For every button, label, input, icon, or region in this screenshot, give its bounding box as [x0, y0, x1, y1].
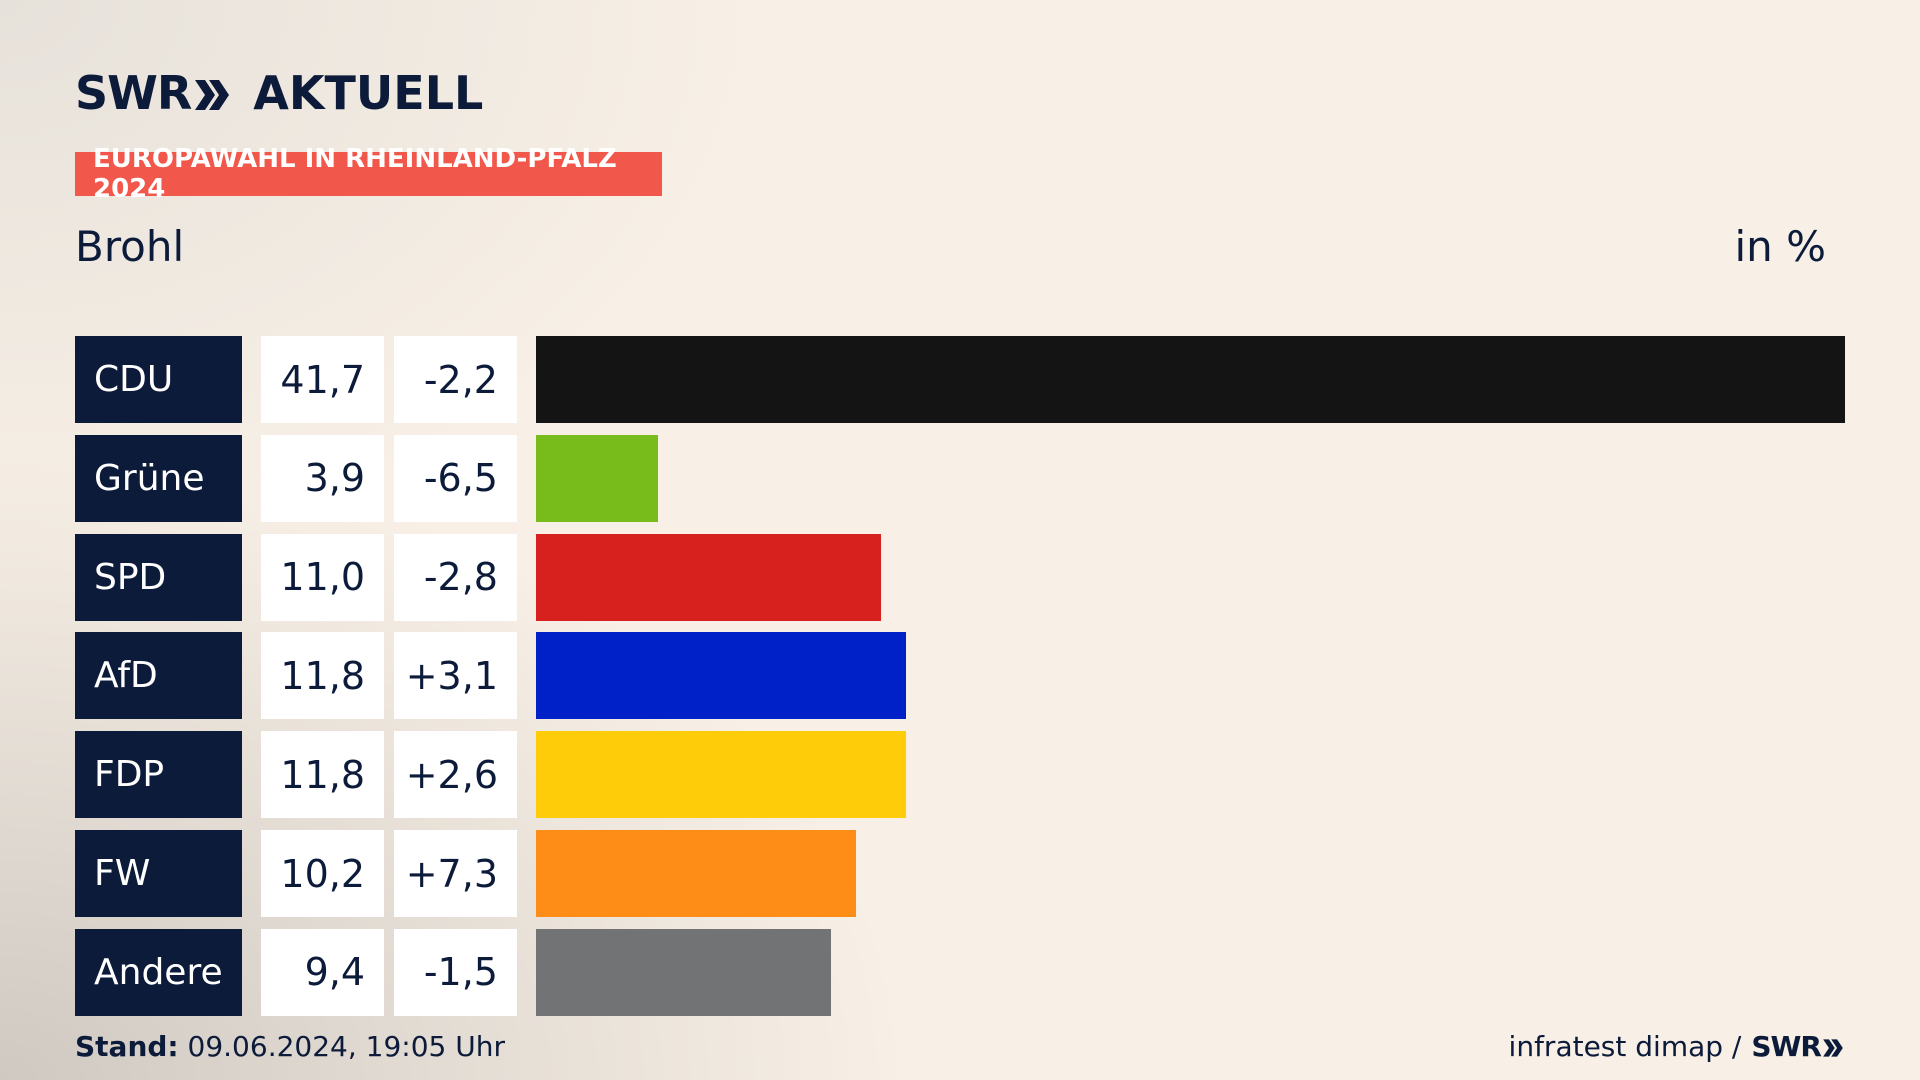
party-bar	[536, 830, 857, 917]
party-label: SPD	[75, 533, 242, 621]
party-bar	[536, 928, 832, 1016]
election-badge: EUROPAWAHL IN RHEINLAND-PFALZ 2024	[75, 144, 662, 204]
party-value: 3,9	[261, 434, 384, 522]
party-change: +2,6	[394, 731, 517, 819]
swr-small-logo-text: SWR	[1751, 1030, 1822, 1063]
party-row: CDU 41,7 -2,2	[75, 336, 1845, 423]
party-label: Andere	[75, 928, 242, 1016]
party-label: AfD	[75, 632, 242, 720]
party-row: FW 10,2 +7,3	[75, 830, 1845, 917]
party-label: CDU	[75, 336, 242, 423]
double-chevron-icon	[1823, 1039, 1843, 1057]
party-row: Andere 9,4 -1,5	[75, 928, 1845, 1016]
party-bar	[536, 731, 907, 819]
party-label: FDP	[75, 731, 242, 819]
region-title: Brohl	[75, 222, 185, 271]
party-value: 10,2	[261, 830, 384, 917]
swr-logo-text: SWR	[75, 66, 192, 120]
swr-small-logo: SWR	[1751, 1030, 1844, 1063]
party-row: SPD 11,0 -2,8	[75, 533, 1845, 621]
stand-label: Stand:	[75, 1030, 179, 1063]
party-value: 9,4	[261, 928, 384, 1016]
party-change: +3,1	[394, 632, 517, 720]
party-bar	[536, 533, 882, 621]
swr-logo: SWR	[75, 66, 231, 120]
party-value: 11,8	[261, 731, 384, 819]
party-change: -1,5	[394, 928, 517, 1016]
double-chevron-icon	[195, 80, 230, 110]
timestamp: Stand: 09.06.2024, 19:05 Uhr	[75, 1030, 505, 1063]
party-bar	[536, 434, 659, 522]
party-bar	[536, 336, 1845, 423]
party-change: +7,3	[394, 830, 517, 917]
party-row: Grüne 3,9 -6,5	[75, 434, 1845, 522]
party-value: 11,0	[261, 533, 384, 621]
brand-title: AKTUELL	[253, 66, 484, 120]
party-bar	[536, 632, 907, 720]
party-value: 11,8	[261, 632, 384, 720]
party-row: AfD 11,8 +3,1	[75, 632, 1845, 720]
party-change: -6,5	[394, 434, 517, 522]
swr-aktuell-logo: SWR AKTUELL	[75, 66, 483, 120]
party-change: -2,8	[394, 533, 517, 621]
stand-value: 09.06.2024, 19:05 Uhr	[187, 1030, 505, 1063]
party-row: FDP 11,8 +2,6	[75, 731, 1845, 819]
party-label: FW	[75, 830, 242, 917]
source-text: infratest dimap /	[1508, 1030, 1742, 1063]
party-value: 41,7	[261, 336, 384, 423]
party-label: Grüne	[75, 434, 242, 522]
source-credit: infratest dimap / SWR	[1509, 1030, 1844, 1063]
party-change: -2,2	[394, 336, 517, 423]
unit-label: in %	[1734, 222, 1826, 271]
